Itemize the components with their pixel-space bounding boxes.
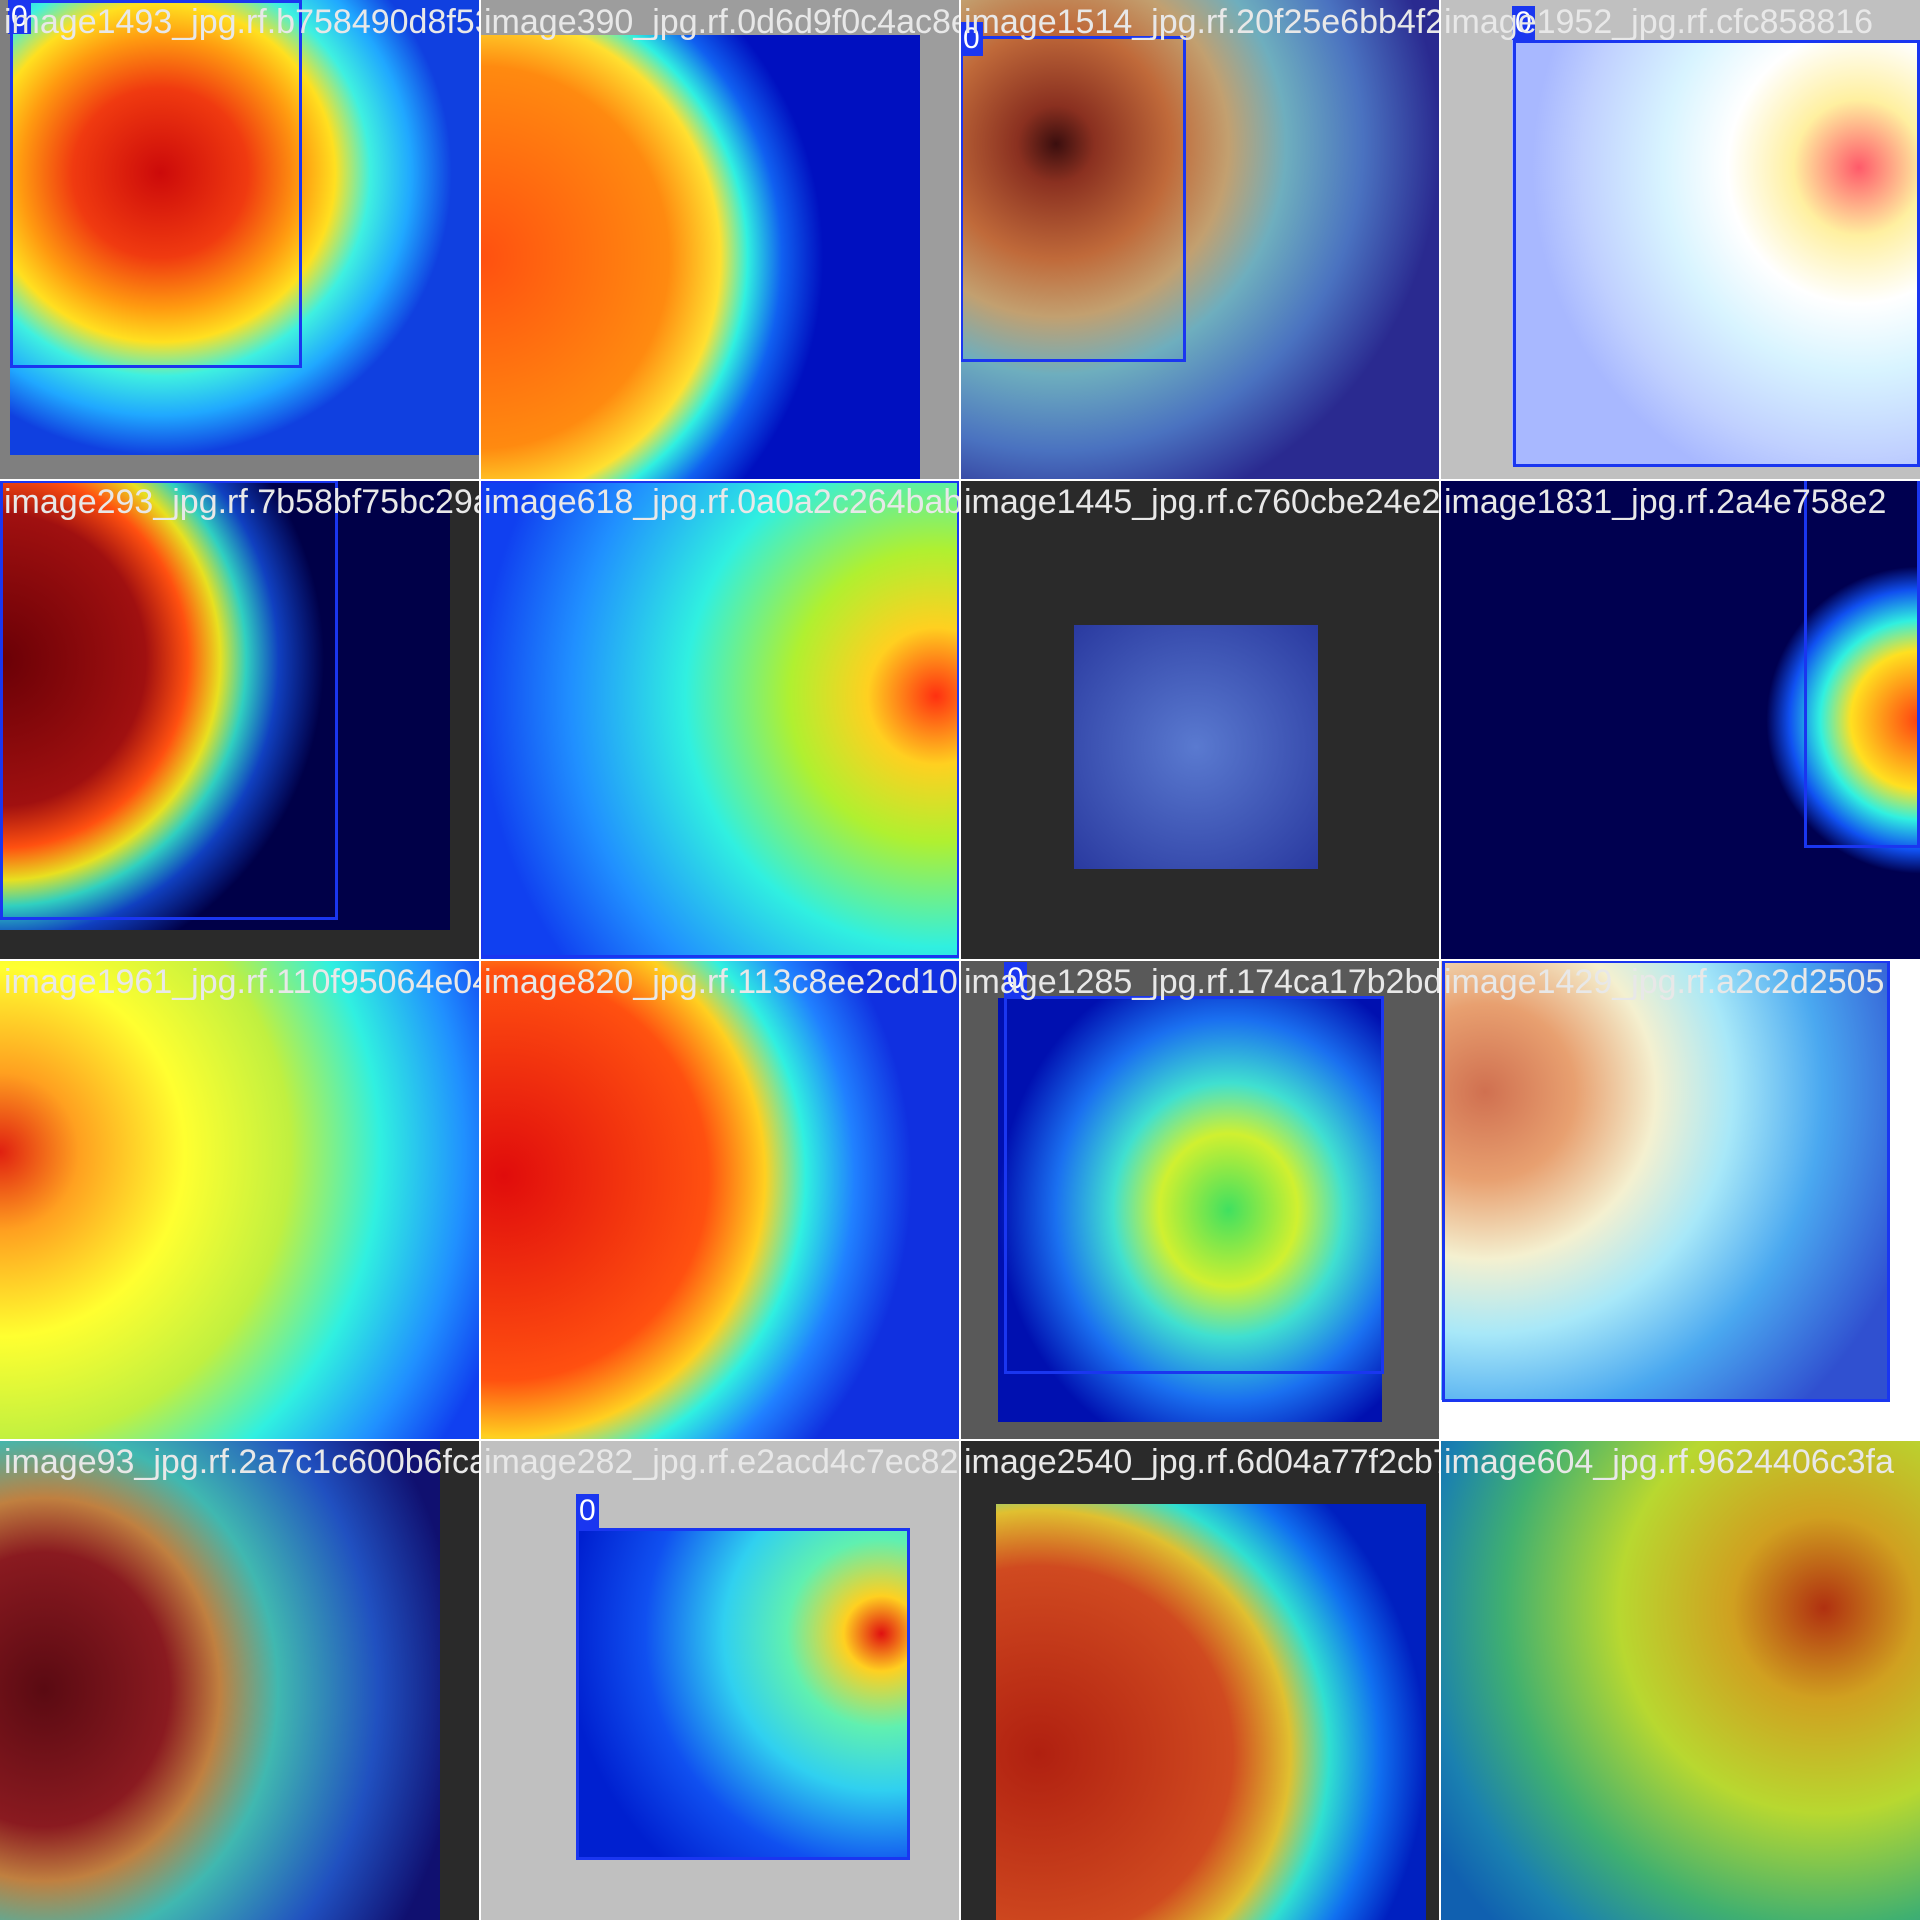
heatmap-image [960,0,1440,480]
bounding-box-label: 0 [960,22,983,56]
heatmap-image [1440,480,1920,960]
grid-divider [0,959,1920,961]
heatmap-image [480,960,960,1440]
bounding-box [576,1528,910,1860]
tile-12: 0 image1429_jpg.rf.a2c2d2505 [1440,960,1920,1440]
grid-divider [0,479,1920,481]
bounding-box-label: 0 [576,1494,599,1528]
tile-5: 0 image293_jpg.rf.7b58bf75bc29a9518333d3… [0,480,480,960]
bounding-box [480,480,960,958]
heatmap-image [996,1504,1426,1920]
heatmap-image [0,1440,440,1920]
heatmap-image [0,480,450,930]
bounding-box [960,36,1186,362]
heatmap-image [10,0,480,455]
tile-8: 0 image1831_jpg.rf.2a4e758e2 [1440,480,1920,960]
tile-7: image1445_jpg.rf.c760cbe24e2ea0189f1634c… [960,480,1440,960]
tile-6: 0 image618_jpg.rf.0a0a2c264bab85415f599c… [480,480,960,960]
heatmap-image [480,480,960,960]
tile-11: 0 image1285_jpg.rf.174ca17b2bd43e70d6b [960,960,1440,1440]
tile-9: image1961_jpg.rf.110f95064e04ab827a1c4 [0,960,480,1440]
bounding-box [0,480,338,920]
bounding-box [1804,480,1920,848]
bounding-box-label: 0 [1004,962,1027,996]
bounding-box [1442,960,1890,1402]
tile-16: image604_jpg.rf.9624406c3fa [1440,1440,1920,1920]
bounding-box-label: 0 [8,0,31,34]
tile-13: image93_jpg.rf.2a7c1c600b6fca3052f9210 [0,1440,480,1920]
heatmap-image [1440,960,1890,1400]
tile-3: 0 image1514_jpg.rf.20f25e6bb4f2d6a86586b… [960,0,1440,480]
tile-4: 0 image1952_jpg.rf.cfc858816 [1440,0,1920,480]
tile-1: 0 image1493_jpg.rf.b758490d8f53aec890df0… [0,0,480,480]
heatmap-image [998,998,1382,1422]
heatmap-image [576,1528,908,1858]
bounding-box [10,0,302,368]
tile-2: image390_jpg.rf.0d6d9f0c4ac8e9e8a [480,0,960,480]
bounding-box [1004,996,1384,1374]
heatmap-image [1074,625,1318,869]
tile-10: image820_jpg.rf.113c8ee2cd100e029e72a1bf [480,960,960,1440]
heatmap-image [1440,1440,1920,1920]
bounding-box-label: 0 [1512,6,1535,40]
heatmap-image [0,960,480,1440]
heatmap-image [1512,40,1920,465]
heatmap-image [480,35,920,480]
grid-divider [0,1439,1920,1441]
tile-15: image2540_jpg.rf.6d04a77f2cb7eb6f0 [960,1440,1440,1920]
bounding-box [1513,40,1920,467]
tile-14: 0 image282_jpg.rf.e2acd4c7ec82662540e503… [480,1440,960,1920]
